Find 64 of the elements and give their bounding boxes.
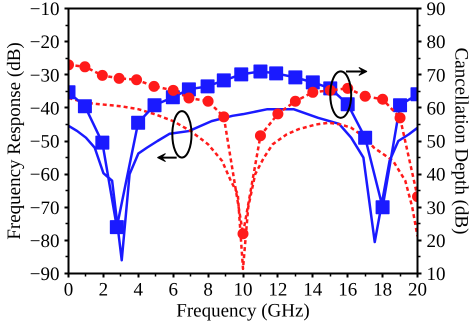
- point: [307, 86, 318, 98]
- point: [202, 96, 214, 107]
- point: [360, 90, 371, 102]
- point: [216, 73, 231, 88]
- point: [234, 67, 248, 82]
- x-tick-label: 8: [203, 280, 213, 300]
- point: [272, 108, 284, 120]
- point: [79, 61, 90, 72]
- y-tick-label: −40: [30, 98, 60, 120]
- point: [269, 66, 284, 80]
- y2-axis-title: Cancellation Depth (dB): [450, 48, 472, 234]
- y-tick-label: −70: [30, 198, 60, 219]
- point: [131, 74, 142, 86]
- x-tick-label: 2: [98, 280, 108, 300]
- x-tick-label: 20: [408, 280, 427, 300]
- y2-tick-label: 70: [426, 65, 446, 86]
- point: [148, 80, 160, 92]
- point: [393, 98, 408, 112]
- y2-tick-label: 90: [426, 0, 446, 20]
- point: [110, 220, 124, 234]
- point: [96, 70, 108, 81]
- y-tick-label: −20: [30, 32, 60, 54]
- point: [148, 98, 162, 112]
- y-tick-label: −80: [30, 230, 60, 252]
- y-axis-title: Frequency Response (dB): [4, 42, 25, 240]
- point: [254, 130, 266, 142]
- y-tick-label: −50: [30, 132, 60, 152]
- point: [183, 92, 194, 104]
- x-axis-title: Frequency (GHz): [176, 300, 310, 322]
- point: [131, 116, 146, 130]
- point: [288, 70, 302, 84]
- point: [290, 96, 301, 107]
- point: [394, 112, 406, 124]
- y-tick-label: −60: [30, 164, 60, 186]
- point: [168, 84, 179, 96]
- point: [95, 136, 110, 150]
- x-tick-label: 18: [373, 280, 392, 300]
- y-tick-label: −90: [30, 264, 60, 285]
- point: [358, 130, 372, 145]
- point: [114, 72, 125, 84]
- point: [78, 99, 92, 114]
- x-tick-label: 12: [268, 280, 288, 300]
- y2-tick-label: 50: [426, 132, 446, 152]
- y2-tick-label: 40: [426, 164, 446, 186]
- x-tick-label: 4: [134, 280, 144, 300]
- point: [200, 79, 215, 94]
- y2-tick-label: 20: [426, 230, 446, 252]
- point: [238, 228, 248, 240]
- y-tick-label: −10: [30, 0, 60, 20]
- y2-tick-label: 80: [426, 32, 446, 54]
- y2-tick-label: 30: [426, 198, 446, 219]
- point: [306, 75, 320, 90]
- y-tick-label: −30: [30, 65, 60, 86]
- x-tick-label: 6: [168, 280, 178, 300]
- point: [218, 111, 230, 122]
- y2-tick-label: 10: [426, 264, 446, 285]
- x-tick-label: 10: [234, 280, 252, 300]
- x-tick-label: 0: [64, 280, 74, 300]
- point: [377, 94, 388, 105]
- x-tick-label: 14: [303, 280, 323, 300]
- point: [376, 200, 390, 214]
- point: [253, 64, 268, 78]
- y2-tick-label: 60: [426, 98, 446, 120]
- x-tick-label: 16: [338, 280, 358, 300]
